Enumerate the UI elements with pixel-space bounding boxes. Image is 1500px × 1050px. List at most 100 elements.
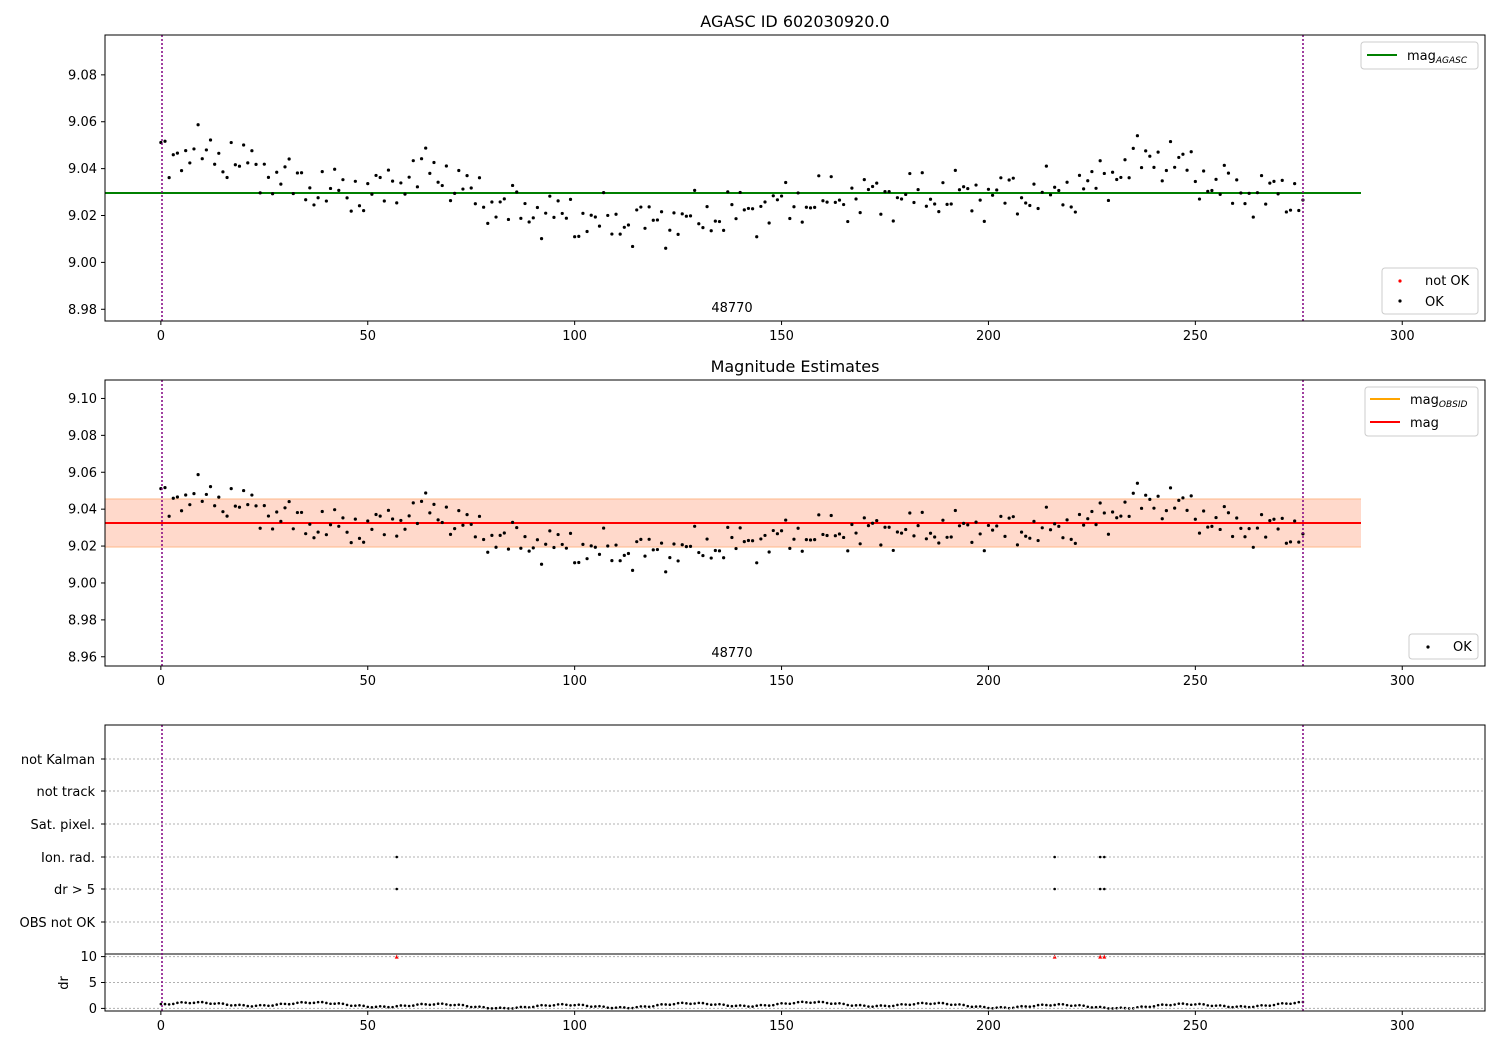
dr-point (167, 1003, 171, 1006)
ok-point (937, 541, 941, 545)
dr-point (805, 1001, 808, 1004)
dr-point (1169, 1003, 1172, 1007)
ok-point (833, 200, 837, 204)
ok-point (279, 519, 283, 523)
ok-point (875, 519, 879, 523)
dr-point (573, 1003, 576, 1007)
ok-point (453, 527, 457, 531)
dr-point (279, 1002, 283, 1006)
ok-point (299, 510, 304, 515)
ok-point (684, 545, 688, 549)
ok-point (299, 171, 304, 175)
ok-point (424, 146, 428, 150)
ok-point (1098, 159, 1102, 163)
ok-point (519, 546, 523, 550)
ok-point (581, 211, 585, 215)
ok-point (1206, 189, 1210, 193)
dr-point (689, 1002, 692, 1006)
ok-point (415, 521, 420, 526)
ok-point (1094, 523, 1098, 527)
panel-mag-y-axis: 8.96 8.98 9.00 9.02 9.04 9.06 9.08 9.10 (68, 392, 105, 665)
dr-point (813, 1001, 816, 1004)
ok-point (229, 140, 233, 145)
dr-point (639, 1005, 643, 1008)
ok-point (693, 188, 697, 192)
ok-point (759, 537, 763, 541)
dr-point (1090, 1006, 1094, 1009)
ok-point (515, 190, 519, 194)
dr-point (705, 1002, 709, 1006)
flag-point (395, 887, 399, 891)
ok-point (742, 208, 746, 212)
dr-point (904, 1003, 907, 1006)
dr-points (159, 954, 1305, 1010)
ok-point (626, 223, 631, 227)
ok-point (1024, 534, 1028, 538)
ok-point (866, 524, 871, 528)
dr-point (436, 1002, 440, 1006)
dr-point (970, 1005, 974, 1009)
ok-point (1276, 527, 1280, 531)
dr-point (1045, 1003, 1048, 1007)
dr-point (962, 1003, 965, 1007)
ok-point (999, 176, 1003, 180)
dr-point (784, 1002, 787, 1005)
dr-point (606, 1006, 610, 1009)
ok-point (1102, 511, 1106, 515)
dr-point (349, 1004, 353, 1008)
ok-point (1255, 191, 1260, 195)
dr-point (560, 1002, 564, 1006)
ok-point (1177, 155, 1181, 160)
ok-point (494, 545, 498, 549)
ok-point (651, 218, 655, 222)
ok-point (1115, 177, 1119, 182)
ok-point (750, 207, 755, 211)
ok-point (1218, 527, 1222, 532)
ok-point (602, 526, 606, 530)
ok-point (1123, 158, 1127, 162)
legend-mag-obsid-label: mag (1410, 393, 1439, 408)
dr-point (1256, 1004, 1259, 1008)
ok-point (440, 183, 444, 188)
dr-point (1069, 1004, 1073, 1008)
dr-point (887, 1004, 891, 1008)
dr-point (1272, 1003, 1276, 1007)
dr-point (399, 1004, 403, 1007)
ok-point (643, 554, 647, 558)
ok-point (188, 503, 192, 507)
dr-point (358, 1004, 361, 1007)
ok-point (378, 514, 382, 518)
dr-point (329, 1002, 332, 1006)
ok-point (1206, 525, 1210, 529)
dr-point (714, 1003, 717, 1006)
ok-point (333, 508, 337, 512)
dr-point (685, 1002, 688, 1005)
ok-point (1168, 486, 1173, 490)
ok-point (978, 198, 982, 202)
ok-point (995, 524, 999, 528)
ok-point (287, 499, 291, 504)
ok-point (1268, 518, 1272, 523)
ok-point (891, 219, 895, 223)
ok-point (1226, 511, 1231, 515)
ok-point (577, 234, 581, 238)
ok-point (1218, 192, 1222, 196)
ok-point (411, 159, 415, 163)
ok-point (585, 557, 589, 561)
ok-point (767, 221, 771, 225)
ok-point (949, 202, 953, 206)
ok-point (1119, 514, 1123, 518)
dr-point (1247, 1005, 1251, 1009)
ok-point (846, 549, 850, 553)
dr-point (1078, 1003, 1081, 1007)
dr-point (300, 1000, 303, 1004)
ok-point (556, 532, 560, 537)
dr-point (424, 1003, 427, 1006)
ok-point (1057, 188, 1061, 193)
ok-point (1098, 501, 1102, 505)
ok-point (473, 535, 477, 539)
ok-point (490, 533, 494, 538)
ok-point (1259, 513, 1264, 517)
ok-point (250, 149, 254, 153)
flag-row-label: dr > 5 (54, 883, 95, 898)
